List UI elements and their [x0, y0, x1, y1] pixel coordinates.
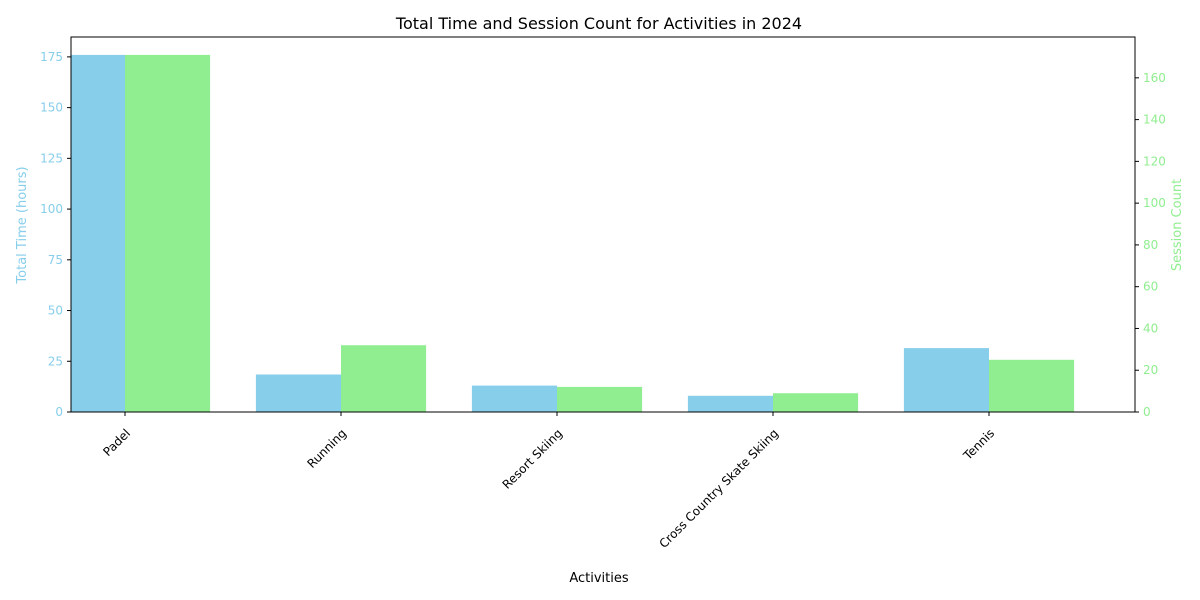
- y-right-tick-label-5: 100: [1143, 196, 1166, 210]
- y-right-tick-label-4: 80: [1143, 238, 1158, 252]
- bars-layer: [71, 54, 1075, 413]
- x-tick-label-0: Padel: [100, 426, 133, 459]
- x-tick-label-2: Resort Skiing: [500, 426, 566, 492]
- bar-session-count-4: [989, 359, 1075, 412]
- y-right-tick-label-2: 40: [1143, 321, 1158, 335]
- y-left-tick-label-4: 100: [40, 202, 63, 216]
- y-right-tick-label-6: 120: [1143, 154, 1166, 168]
- bar-total-time-4: [903, 348, 989, 412]
- y-right-tick-label-1: 20: [1143, 363, 1158, 377]
- y-left-tick-label-3: 75: [48, 253, 63, 267]
- y-axis-right-label: Session Count: [1170, 179, 1185, 271]
- x-tick-label-3: Cross Country Skate Skiing: [656, 426, 781, 551]
- y-right-tick-label-0: 0: [1143, 405, 1151, 419]
- bar-total-time-3: [687, 395, 773, 412]
- y-right-tick-label-7: 140: [1143, 113, 1166, 127]
- y-left-tick-label-6: 150: [40, 101, 63, 115]
- bar-total-time-2: [471, 385, 557, 412]
- plot-frame: [70, 36, 1136, 413]
- x-tick-label-1: Running: [304, 426, 349, 471]
- x-tick-label-4: Tennis: [960, 426, 997, 463]
- x-axis-label: Activities: [569, 571, 629, 586]
- y-left-tick-label-2: 50: [48, 304, 63, 318]
- bar-session-count-3: [773, 393, 859, 412]
- bar-session-count-0: [125, 54, 211, 413]
- bar-session-count-1: [341, 345, 427, 412]
- bar-session-count-2: [557, 386, 643, 412]
- y-right-tick-label-8: 160: [1143, 71, 1166, 85]
- bar-total-time-0: [71, 54, 125, 413]
- chart-title: Total Time and Session Count for Activit…: [395, 14, 802, 33]
- y-left-tick-label-0: 0: [55, 405, 63, 419]
- y-right-tick-label-3: 60: [1143, 280, 1158, 294]
- y-axis-left-label: Total Time (hours): [15, 166, 30, 284]
- y-left-tick-label-5: 125: [40, 151, 63, 165]
- bar-total-time-1: [255, 374, 341, 412]
- y-left-tick-label-1: 25: [48, 354, 63, 368]
- y-left-tick-label-7: 175: [40, 50, 63, 64]
